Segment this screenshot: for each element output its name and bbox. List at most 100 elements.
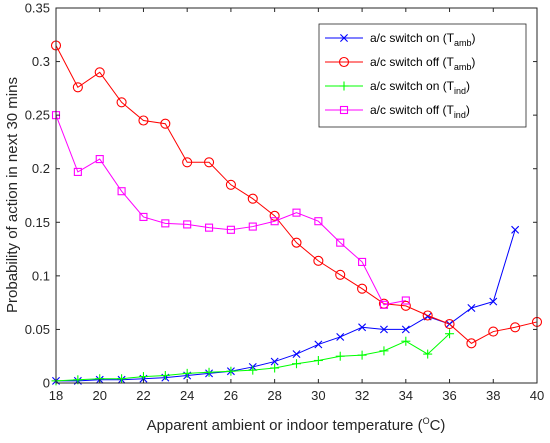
series-0-point-10-stroke-b: [270, 357, 279, 366]
legend-symbol-3: [339, 105, 349, 115]
legend-sub-1: amb: [454, 62, 472, 72]
series-2: [51, 329, 455, 386]
legend-symbol-0: [340, 34, 348, 42]
series-3-point-16: [401, 296, 410, 305]
legend-marker-ac-off-tind: [339, 105, 349, 115]
series-0-point-13-stroke-b: [336, 332, 345, 341]
series-1-line: [55, 45, 538, 344]
legend-close-0: ): [472, 31, 476, 45]
series-0-point-12-stroke-b: [314, 340, 323, 349]
y-tick-label-3: 0.15: [25, 215, 50, 230]
y-tick-label-7: 0.35: [25, 1, 50, 16]
legend-close-1: ): [471, 55, 475, 69]
legend-sub-3: ind: [454, 110, 466, 120]
series-1-point-6: [182, 157, 193, 168]
x-tick-label-11: 40: [530, 388, 544, 403]
series-2-point-17: [423, 349, 433, 359]
series-2-point-7: [204, 367, 214, 377]
series-2-point-14: [357, 350, 367, 360]
series-2-point-10: [270, 363, 280, 373]
series-0-point-13: [336, 332, 345, 341]
x-axis: 18 20 22 24 26 28 30 32 34 36 38 40: [49, 8, 544, 403]
x-tick-label-2: 22: [136, 388, 150, 403]
y-tick-label-1: 0.05: [25, 322, 50, 337]
series-1-point-17: [422, 310, 433, 321]
series-3-point-12: [314, 217, 323, 226]
series-1-point-10: [269, 210, 280, 221]
legend: a/c switch on (Tamb) a/c switch off (Tam…: [318, 23, 527, 128]
series-1-point-9: [247, 193, 258, 204]
legend-marker-ac-on-tamb: [340, 34, 348, 42]
series-1-point-18: [444, 319, 455, 330]
legend-entry-ac-on-tind: a/c switch on (Tind): [325, 79, 470, 96]
series-3-point-6: [183, 220, 192, 229]
series-0-point-20-stroke-b: [489, 297, 498, 306]
series-3-point-4: [139, 212, 148, 221]
legend-entry-ac-off-tind: a/c switch off (Tind): [325, 103, 470, 120]
legend-marker-ac-off-tamb: [338, 56, 350, 68]
y-tick-label-2: 0.1: [32, 268, 50, 283]
series-2-point-6: [182, 368, 192, 378]
series-0-point-14: [358, 323, 367, 332]
series-1-point-19: [466, 338, 477, 349]
y-tick-label-6: 0.3: [32, 54, 50, 69]
x-tick-label-8: 34: [399, 388, 413, 403]
y-axis: 0 0.05 0.1 0.15 0.2 0.25 0.3 0.35: [25, 1, 537, 391]
series-3-point-14: [358, 257, 367, 266]
series-1-point-8: [225, 179, 236, 190]
series-0-point-16: [401, 325, 410, 334]
series-2-point-11: [292, 359, 301, 369]
series-0-point-19-stroke-b: [467, 304, 476, 312]
series-2-point-12: [313, 356, 323, 365]
series-0-point-15-stroke-b: [379, 325, 388, 334]
series-1-point-13: [335, 269, 346, 280]
x-axis-label-main: Apparent ambient or indoor temperature (: [147, 417, 423, 434]
legend-sub-2: ind: [454, 86, 466, 96]
series-3-point-2: [95, 155, 104, 164]
series-1-point-1: [72, 82, 83, 93]
legend-label-ac-on-tamb: a/c switch on (Tamb): [370, 31, 476, 48]
series-3-point-13: [336, 238, 345, 247]
series-2-point-3: [117, 374, 127, 384]
series-0-point-10: [270, 357, 279, 366]
x-tick-label-0: 18: [49, 388, 63, 403]
series-0-point-19: [467, 304, 476, 312]
legend-symbol-1: [338, 56, 350, 68]
series-0-point-12: [314, 340, 323, 349]
legend-entry-ac-off-tamb: a/c switch off (Tamb): [325, 55, 475, 72]
series-0-point-15: [379, 325, 388, 334]
series-3-point-9: [248, 222, 257, 231]
series-1-point-5: [160, 118, 171, 129]
series-1-point-3: [116, 97, 127, 108]
y-axis-label: Probability of action in next 30 mins: [4, 77, 21, 313]
series-3-point-10: [270, 217, 279, 226]
y-tick-label-0: 0: [43, 376, 50, 391]
series-1-point-14: [357, 283, 368, 294]
series-2-point-9: [248, 365, 258, 375]
series-0-point-20: [489, 297, 498, 306]
series-1-point-21: [510, 322, 521, 333]
y-tick-label-5: 0.25: [25, 108, 50, 123]
legend-symbol-0-stroke-b: [340, 34, 348, 42]
series-2-point-18: [445, 329, 455, 339]
x-tick-label-7: 32: [355, 388, 369, 403]
plot-lines: [50, 40, 543, 386]
legend-main-2: a/c switch on (T: [370, 79, 455, 93]
x-tick-label-4: 26: [224, 388, 238, 403]
series-3-point-5: [161, 219, 170, 228]
series-1-point-4: [138, 115, 149, 126]
x-tick-label-5: 28: [267, 388, 281, 403]
series-2-point-16: [401, 336, 411, 346]
series-0-point-16-stroke-b: [401, 325, 410, 334]
legend-main-1: a/c switch off (T: [370, 55, 454, 69]
legend-entry-ac-on-tamb: a/c switch on (Tamb): [325, 31, 476, 48]
series-1-point-12: [313, 255, 324, 266]
legend-main-0: a/c switch on (T: [370, 31, 455, 45]
x-tick-label-9: 36: [442, 388, 456, 403]
series-0-point-14-stroke-b: [358, 323, 367, 332]
x-tick-label-1: 20: [92, 388, 106, 403]
series-3-point-11: [292, 208, 301, 217]
legend-close-3: ): [466, 103, 470, 117]
series-0-point-11: [292, 350, 301, 359]
